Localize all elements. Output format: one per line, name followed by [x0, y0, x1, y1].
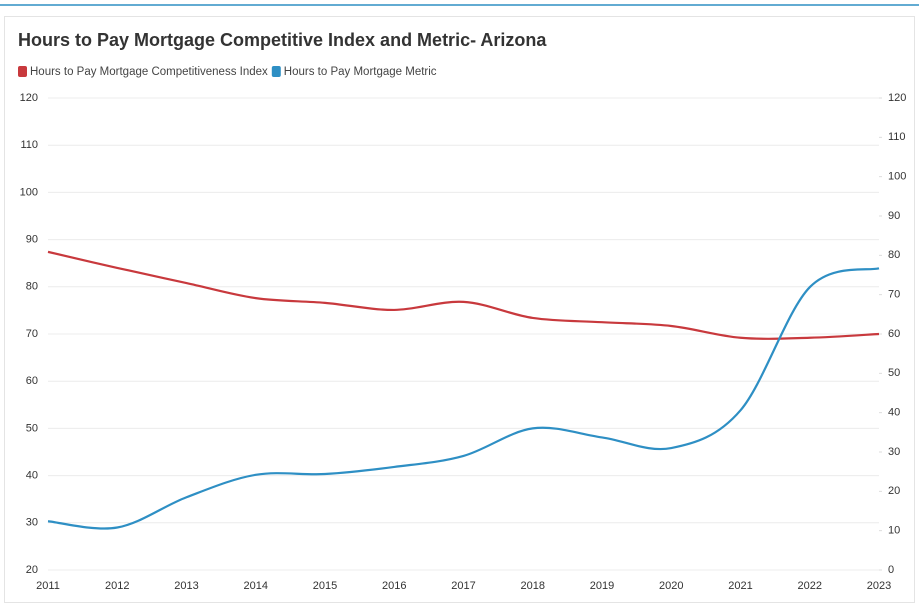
x-tick-label: 2012: [105, 580, 129, 592]
x-tick-label: 2014: [244, 580, 268, 592]
y-tick-label: 30: [26, 517, 38, 529]
y-tick-label: 70: [26, 328, 38, 340]
legend-label: Hours to Pay Mortgage Metric: [284, 66, 437, 78]
y-tick-label: 50: [26, 422, 38, 434]
y2-tick-label: 60: [888, 328, 900, 340]
y-tick-label: 90: [26, 234, 38, 246]
y2-tick-label: 10: [888, 525, 900, 537]
y2-tick-label: 20: [888, 485, 900, 497]
x-tick-label: 2011: [36, 580, 60, 592]
y2-tick-label: 80: [888, 249, 900, 261]
y2-tick-label: 110: [888, 131, 906, 143]
x-tick-label: 2018: [521, 580, 545, 592]
y-tick-label: 40: [26, 470, 38, 482]
x-tick-label: 2020: [659, 580, 683, 592]
y2-tick-label: 40: [888, 407, 900, 419]
x-tick-label: 2019: [590, 580, 614, 592]
legend-swatch: [271, 66, 281, 77]
y2-tick-label: 30: [888, 446, 900, 458]
y-tick-label: 20: [26, 564, 38, 576]
y-tick-label: 120: [20, 92, 38, 104]
y2-tick-label: 120: [888, 92, 906, 104]
y-tick-label: 80: [26, 281, 38, 293]
legend-label: Hours to Pay Mortgage Competitiveness In…: [30, 66, 268, 78]
y-tick-label: 100: [20, 186, 38, 198]
x-tick-label: 2015: [313, 580, 337, 592]
x-tick-label: 2017: [451, 580, 475, 592]
series-line: [47, 250, 880, 340]
chart-title: Hours to Pay Mortgage Competitive Index …: [18, 30, 547, 50]
y2-tick-label: 90: [888, 210, 900, 222]
y2-tick-label: 50: [888, 367, 900, 379]
y2-tick-label: 0: [888, 564, 894, 576]
y-tick-label: 110: [20, 139, 38, 151]
x-tick-label: 2022: [798, 580, 822, 592]
x-tick-label: 2021: [728, 580, 752, 592]
card: [4, 16, 915, 603]
x-tick-label: 2013: [174, 580, 198, 592]
x-tick-label: 2023: [867, 580, 891, 592]
y2-tick-label: 70: [888, 289, 900, 301]
legend-swatch: [18, 66, 27, 77]
x-tick-label: 2016: [382, 580, 406, 592]
y-tick-label: 60: [26, 375, 38, 387]
series-line: [47, 267, 880, 530]
y2-tick-label: 100: [888, 171, 906, 183]
